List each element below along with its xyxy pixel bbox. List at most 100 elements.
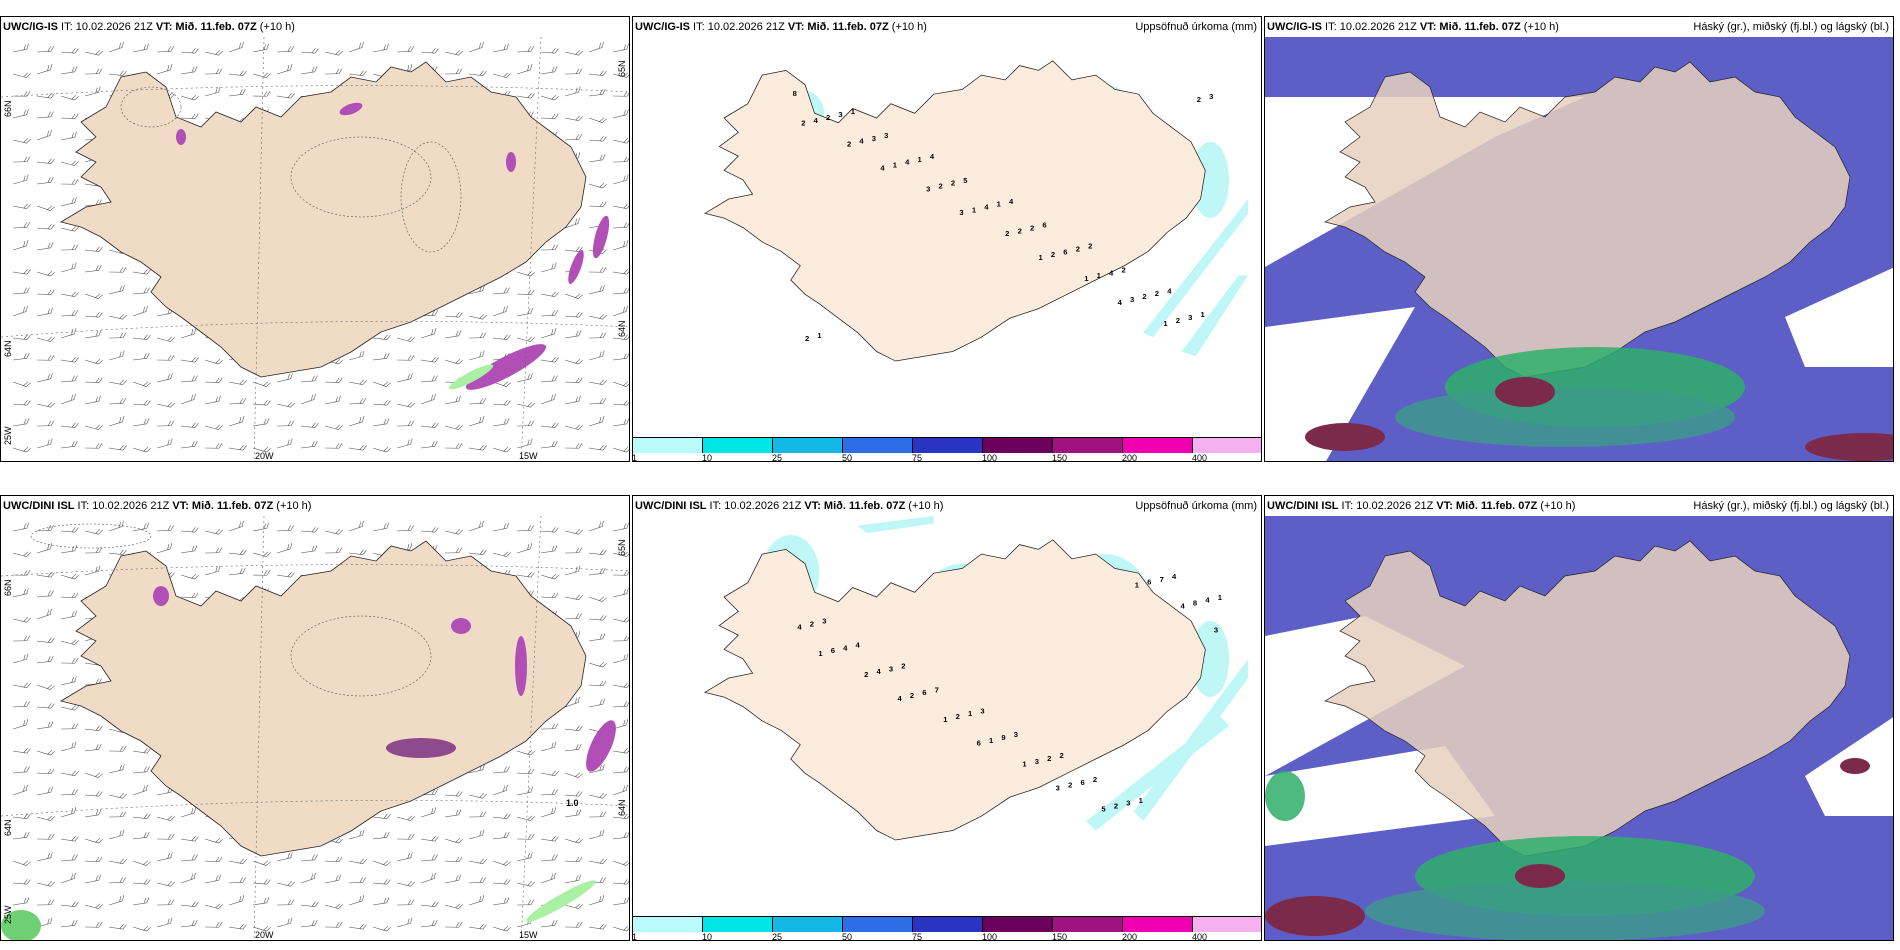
cloud-map xyxy=(1265,516,1893,940)
precip-colorbar: 1 10 25 50 75 100 150 200 400 xyxy=(633,437,1261,462)
colorbar-swatch xyxy=(913,438,983,453)
precip-value: 3 xyxy=(1188,313,1192,322)
colorbar-swatch xyxy=(913,917,983,932)
iceland-land xyxy=(1324,540,1851,857)
snow-hatch-areas xyxy=(120,86,462,253)
precip-value: 1 xyxy=(818,649,823,658)
precip-value: 2 xyxy=(1197,95,1201,104)
precip-value: 1 xyxy=(851,107,856,116)
precip-value: 1 xyxy=(1084,274,1089,283)
iceland-land xyxy=(703,60,1206,362)
precip-value: 3 xyxy=(1056,783,1060,792)
wind-panel-bottom: UWC/DINI ISL IT: 10.02.2026 21Z VT: Mið.… xyxy=(0,495,630,941)
precip-value: 2 xyxy=(1018,226,1022,235)
colorbar-swatch xyxy=(773,438,843,453)
precip-value: 7 xyxy=(935,685,939,694)
precip-value: 4 xyxy=(859,137,864,146)
svg-text:64N: 64N xyxy=(617,799,627,816)
colorbar-swatch xyxy=(983,438,1053,453)
lat-label-66n: 66N xyxy=(3,100,13,117)
colorbar-tick: 150 xyxy=(1052,932,1068,941)
panel-right-title: Uppsöfnuð úrkoma (mm) xyxy=(1135,500,1257,512)
precip-value: 2 xyxy=(847,140,851,149)
precip-value: 3 xyxy=(889,664,893,673)
iceland-land xyxy=(59,61,587,378)
colorbar-tick: 400 xyxy=(1192,932,1208,941)
precip-value: 3 xyxy=(980,706,984,715)
colorbar-tick: 1 xyxy=(632,932,638,941)
svg-text:25W: 25W xyxy=(3,905,13,924)
precip-value: 4 xyxy=(1167,286,1172,295)
colorbar-swatch xyxy=(1123,917,1193,932)
model-name: UWC/IG-IS xyxy=(3,21,58,33)
colorbar-tick: 100 xyxy=(982,932,998,941)
precip-value: 2 xyxy=(1088,242,1092,251)
wind-map: 1.0 66N 64N 25W 65N 64N 20W 15W xyxy=(1,516,629,940)
colorbar-swatch xyxy=(703,917,773,932)
precip-value: 1 xyxy=(1135,580,1140,589)
panel-right-title: Uppsöfnuð úrkoma (mm) xyxy=(1135,21,1257,33)
colorbar-tick: 200 xyxy=(1122,453,1138,462)
precip-value: 2 xyxy=(1155,289,1159,298)
precip-value: 1 xyxy=(1022,760,1027,769)
precip-value: 1 xyxy=(1201,310,1206,319)
svg-text:15W: 15W xyxy=(519,930,538,940)
precip-value: 2 xyxy=(938,182,942,191)
precip-colorbar: 1 10 25 50 75 100 150 200 400 xyxy=(632,916,1261,941)
precip-value: 1 xyxy=(1218,593,1223,602)
svg-text:66N: 66N xyxy=(3,579,13,596)
precip-value: 8 xyxy=(1193,599,1197,608)
precip-value: 3 xyxy=(1014,730,1018,739)
precip-value: 1 xyxy=(817,331,822,340)
precip-value: 2 xyxy=(810,620,814,629)
panel-title: UWC/IG-IS IT: 10.02.2026 21Z VT: Mið. 11… xyxy=(3,21,295,33)
precip-value: 3 xyxy=(959,208,963,217)
precip-value: 3 xyxy=(872,134,876,143)
wind-map: 66N 64N 25W 65N 64N 20W 15W xyxy=(1,37,629,461)
graticule xyxy=(1,37,629,461)
precip-value: 4 xyxy=(1181,601,1186,610)
colorbar-swatch xyxy=(1193,917,1261,932)
precip-value: 3 xyxy=(838,110,842,119)
precip-value: 4 xyxy=(897,694,902,703)
precip-value: 1 xyxy=(918,155,923,164)
precip-value: 3 xyxy=(1035,757,1039,766)
precip-value: 2 xyxy=(826,113,830,122)
precip-value: 3 xyxy=(822,617,826,626)
panel-title: UWC/IG-IS IT: 10.02.2026 21Z VT: Mið. 11… xyxy=(635,21,927,33)
colorbar-swatch xyxy=(633,438,703,453)
colorbar-swatch xyxy=(773,917,843,932)
precip-value: 4 xyxy=(877,667,882,676)
precip-value: 1 xyxy=(968,709,973,718)
precip-purple-cells xyxy=(1,586,616,940)
precip-purple-cells xyxy=(176,102,610,390)
precip-value: 4 xyxy=(905,158,910,167)
colorbar-swatch xyxy=(1123,438,1193,453)
precip-map: 2431422321141123342212244628322433112223… xyxy=(703,60,1249,362)
lat-label-65n-right: 65N xyxy=(617,60,627,77)
precip-value: 2 xyxy=(1068,781,1072,790)
precip-value: 3 xyxy=(884,131,888,140)
precip-value: 1 xyxy=(989,736,994,745)
colorbar-tick: 25 xyxy=(772,453,783,462)
precip-value: 4 xyxy=(1009,197,1014,206)
colorbar-swatch xyxy=(983,917,1053,932)
precip-value: 4 xyxy=(843,643,848,652)
colorbar-tick: 50 xyxy=(842,453,853,462)
precip-value-labels: 2431422321141123342212244628322433112223… xyxy=(793,89,1214,343)
precip-value: 6 xyxy=(1080,778,1084,787)
precip-value: 7 xyxy=(1160,575,1164,584)
lat-label-64n-right: 64N xyxy=(617,320,627,337)
colorbar-tick: 10 xyxy=(702,932,713,941)
precip-value: 2 xyxy=(910,691,914,700)
iceland-land xyxy=(59,540,587,857)
colorbar-tick: 200 xyxy=(1122,932,1138,941)
iceland-land xyxy=(1324,61,1851,378)
precip-value: 4 xyxy=(984,203,989,212)
graticule xyxy=(1,516,629,940)
precip-value-labels: 1463132115462126442328469672312344732432… xyxy=(797,572,1222,814)
svg-text:20W: 20W xyxy=(255,930,274,940)
panel-right-title: Háský (gr.), miðský (fj.bl.) og lágský (… xyxy=(1693,21,1889,33)
precip-value: 6 xyxy=(1147,578,1151,587)
precip-value: 9 xyxy=(1001,733,1005,742)
